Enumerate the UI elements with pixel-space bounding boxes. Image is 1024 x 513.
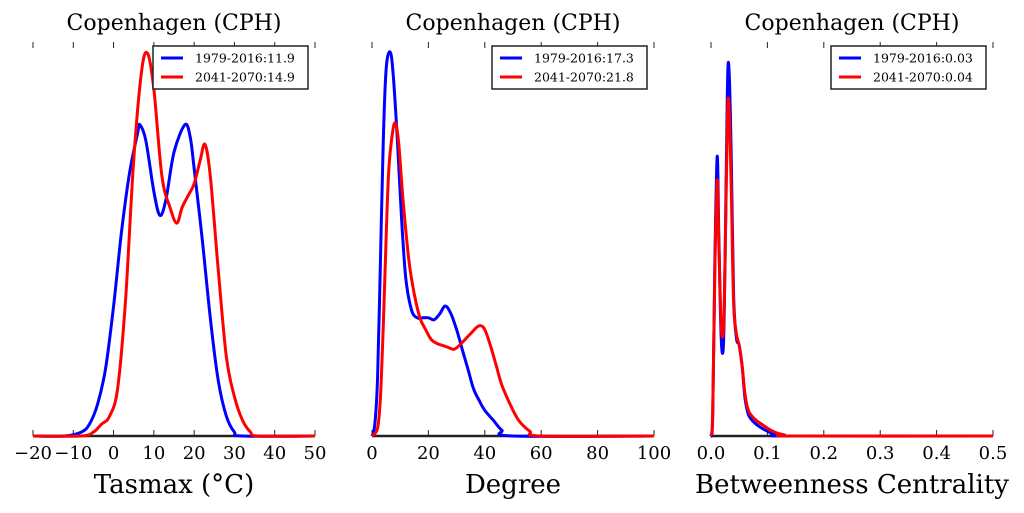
panel-tasmax: Copenhagen (CPH) −20 −10 0 10 20 30 40 50 1979-… xyxy=(14,11,326,500)
legend-label: 2041-2070:21.8 xyxy=(534,70,634,85)
x-tick-label: 50 xyxy=(304,443,327,464)
series-line-2041-2070 xyxy=(709,96,994,438)
x-axis: −20 −10 0 10 20 30 40 50 xyxy=(14,42,326,464)
legend: 1979-2016:17.3 2041-2070:21.8 xyxy=(491,45,648,90)
x-tick-label: 30 xyxy=(223,443,246,464)
legend-frame xyxy=(830,45,987,90)
legend-frame xyxy=(491,45,648,90)
legend: 1979-2016:11.9 2041-2070:14.9 xyxy=(152,45,309,90)
x-tick-label: 0.0 xyxy=(697,443,726,464)
panel-degree: Copenhagen (CPH) 0 20 40 60 80 100 1979-2016:… xyxy=(366,11,671,500)
x-tick-label: −10 xyxy=(54,443,92,464)
plot-area xyxy=(370,50,655,438)
chart-title: Copenhagen (CPH) xyxy=(745,11,960,36)
x-axis: 0 20 40 60 80 100 xyxy=(366,42,671,464)
x-tick-label: 100 xyxy=(637,443,671,464)
x-axis-label: Betweenness Centrality xyxy=(695,470,1009,500)
x-tick-label: 0.4 xyxy=(922,443,951,464)
legend-label: 1979-2016:11.9 xyxy=(195,51,295,66)
x-tick-label: 80 xyxy=(586,443,609,464)
x-tick-label: 10 xyxy=(142,443,165,464)
panel-betweenness: Copenhagen (CPH) 0.0 0.1 0.2 0.3 0.4 0.5 1979… xyxy=(695,11,1009,500)
x-tick-label: 0.1 xyxy=(753,443,782,464)
x-tick-label: 40 xyxy=(263,443,286,464)
x-tick-label: 0.5 xyxy=(979,443,1008,464)
x-axis-label: Degree xyxy=(465,470,561,500)
legend-label: 2041-2070:14.9 xyxy=(195,70,295,85)
x-axis-label: Tasmax (°C) xyxy=(94,470,254,500)
series-line-2041-2070 xyxy=(370,121,655,438)
legend-label: 1979-2016:17.3 xyxy=(534,51,634,66)
chart-title: Copenhagen (CPH) xyxy=(67,11,282,36)
legend-label: 1979-2016:0.03 xyxy=(873,51,973,66)
plot-area xyxy=(32,50,316,438)
plot-area xyxy=(709,60,994,438)
x-tick-label: 20 xyxy=(183,443,206,464)
x-tick-label: 40 xyxy=(473,443,496,464)
x-tick-label: 0.2 xyxy=(809,443,838,464)
series-line-1979-2016 xyxy=(370,50,655,438)
legend-frame xyxy=(152,45,309,90)
series-line-2041-2070 xyxy=(32,50,316,438)
legend-label: 2041-2070:0.04 xyxy=(873,70,973,85)
x-tick-label: 0.3 xyxy=(866,443,895,464)
series-line-1979-2016 xyxy=(32,122,316,438)
chart-title: Copenhagen (CPH) xyxy=(406,11,621,36)
x-tick-label: 0 xyxy=(108,443,119,464)
x-tick-label: −20 xyxy=(14,443,52,464)
x-tick-label: 60 xyxy=(530,443,553,464)
x-tick-label: 20 xyxy=(417,443,440,464)
series-line-1979-2016 xyxy=(709,60,994,438)
legend: 1979-2016:0.03 2041-2070:0.04 xyxy=(830,45,987,90)
x-axis: 0.0 0.1 0.2 0.3 0.4 0.5 xyxy=(697,42,1008,464)
x-tick-label: 0 xyxy=(366,443,377,464)
